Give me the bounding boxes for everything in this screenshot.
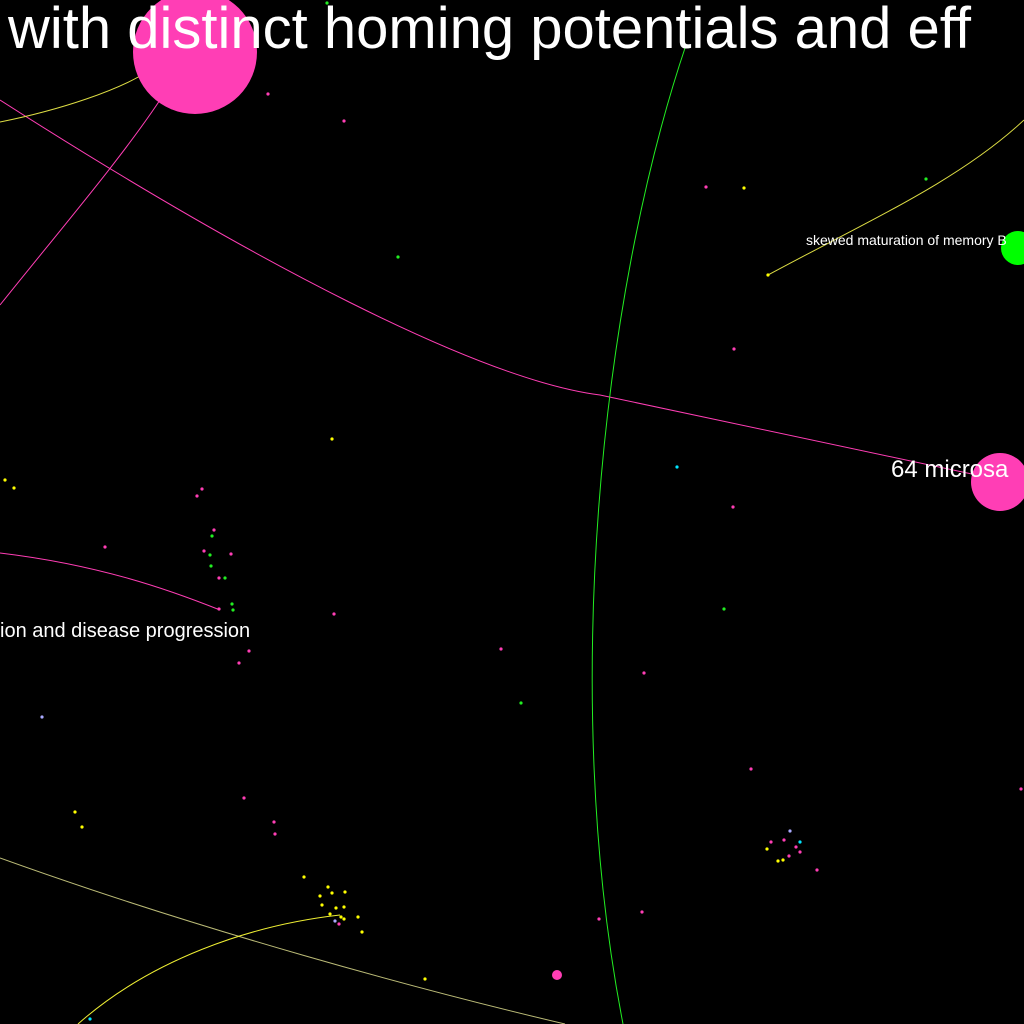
progression-label: ion and disease progression [0,620,250,642]
edges [0,44,1024,1024]
node-dot[interactable] [103,545,107,549]
node-dot[interactable] [332,612,336,616]
node-dot[interactable] [302,875,306,879]
node-dot[interactable] [339,915,343,919]
node-dot[interactable] [798,850,802,854]
node-dot[interactable] [200,487,204,491]
edge-magenta-long [0,99,1001,481]
node-dot[interactable] [356,915,360,919]
node-dot[interactable] [704,185,708,189]
node-dot[interactable] [794,845,798,849]
node-dot[interactable] [1019,787,1023,791]
node-dot[interactable] [597,917,601,921]
node-dot[interactable] [334,906,338,910]
edge-magenta-diagonal [0,99,161,306]
node-dot[interactable] [231,608,235,612]
node-magenta-small[interactable] [552,970,562,980]
node-dot[interactable] [230,602,234,606]
node-dot[interactable] [640,910,644,914]
node-dot[interactable] [342,119,346,123]
node-dot[interactable] [499,647,503,651]
node-dot[interactable] [325,1,329,5]
headline-label: with distinct homing potentials and eff [7,0,972,61]
node-dot[interactable] [330,891,334,895]
node-dot[interactable] [675,465,679,469]
node-dot[interactable] [781,858,785,862]
node-dot[interactable] [3,478,7,482]
node-dot[interactable] [73,810,77,814]
edge-yellow-memory [767,119,1024,276]
node-dot[interactable] [88,1017,92,1021]
node-dot[interactable] [208,553,212,557]
node-green-right[interactable] [1001,231,1024,265]
node-dot[interactable] [223,576,227,580]
node-dot[interactable] [328,912,332,916]
edge-gray-bottom [0,857,566,1024]
node-dot[interactable] [266,92,270,96]
node-dot[interactable] [742,186,746,190]
node-dot[interactable] [787,854,791,858]
node-dot[interactable] [237,661,241,665]
node-dot[interactable] [731,505,735,509]
node-dot[interactable] [423,977,427,981]
node-dot[interactable] [247,649,251,653]
node-dot[interactable] [320,903,324,907]
node-dot[interactable] [798,840,802,844]
node-dot[interactable] [202,549,206,553]
node-dot[interactable] [40,715,44,719]
node-dot[interactable] [642,671,646,675]
memory-label: skewed maturation of memory B [806,232,1007,248]
node-dot[interactable] [12,486,16,490]
node-dot[interactable] [924,177,928,181]
node-dot[interactable] [229,552,233,556]
node-dot[interactable] [765,847,769,851]
node-dot[interactable] [342,905,346,909]
node-magenta-large[interactable] [133,0,257,114]
edge-green-arc [591,44,687,1024]
node-dot[interactable] [360,930,364,934]
node-dot[interactable] [769,840,773,844]
node-dot[interactable] [722,607,726,611]
node-dot[interactable] [80,825,84,829]
node-dot[interactable] [272,820,276,824]
node-dot[interactable] [782,838,786,842]
node-dot[interactable] [337,922,341,926]
node-dot[interactable] [766,273,770,277]
node-dot[interactable] [343,890,347,894]
node-dot[interactable] [749,767,753,771]
node-dot[interactable] [342,917,346,921]
node-dot[interactable] [333,919,337,923]
node-dot[interactable] [217,576,221,580]
edge-magenta-progression [0,552,221,611]
node-dot[interactable] [217,607,221,611]
node-dot[interactable] [209,564,213,568]
small-nodes [3,1,1023,1021]
microsat-label: 64 microsa [891,456,1009,483]
node-dot[interactable] [212,528,216,532]
node-dot[interactable] [776,859,780,863]
node-dot[interactable] [815,868,819,872]
node-dot[interactable] [273,832,277,836]
node-dot[interactable] [242,796,246,800]
large-nodes [133,0,1024,980]
node-dot[interactable] [788,829,792,833]
node-dot[interactable] [318,894,322,898]
edge-yellow-bottom [77,914,341,1024]
node-dot[interactable] [195,494,199,498]
node-dot[interactable] [519,701,523,705]
node-dot[interactable] [326,885,330,889]
node-dot[interactable] [396,255,400,259]
node-dot[interactable] [732,347,736,351]
node-dot[interactable] [330,437,334,441]
node-magenta-right[interactable] [971,453,1024,511]
node-dot[interactable] [210,534,214,538]
